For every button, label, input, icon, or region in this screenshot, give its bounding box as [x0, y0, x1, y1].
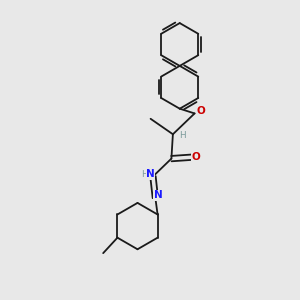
- Text: H: H: [179, 131, 186, 140]
- Text: O: O: [196, 106, 205, 116]
- Text: N: N: [146, 169, 155, 179]
- Text: H: H: [141, 169, 147, 178]
- Text: N: N: [154, 190, 163, 200]
- Text: O: O: [192, 152, 201, 161]
